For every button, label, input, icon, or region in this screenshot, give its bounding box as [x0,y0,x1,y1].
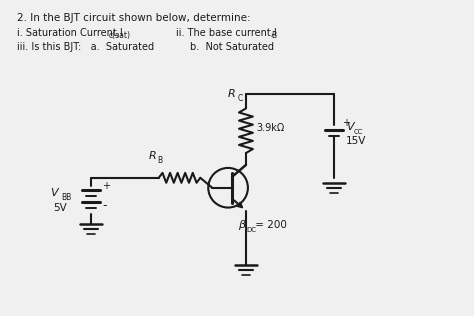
Text: 2. In the BJT circuit shown below, determine:: 2. In the BJT circuit shown below, deter… [17,13,251,23]
Text: ii. The base current,I: ii. The base current,I [175,28,276,38]
Text: β: β [238,220,245,230]
Text: -: - [102,199,107,212]
Text: = 200: = 200 [252,220,287,230]
Text: DC: DC [246,227,256,233]
Text: +: + [342,118,350,128]
Text: V: V [346,122,354,132]
Text: 15V: 15V [346,136,366,146]
Text: R: R [228,88,236,99]
Text: i. Saturation Current,I: i. Saturation Current,I [17,28,123,38]
Text: iii. Is this BJT:   a.  Saturated: iii. Is this BJT: a. Saturated [17,42,154,52]
Text: +: + [102,181,110,191]
Text: b.  Not Saturated: b. Not Saturated [191,42,274,52]
Text: B: B [158,156,163,166]
Text: 5V: 5V [54,203,67,213]
Text: R: R [149,151,156,161]
Text: C: C [238,94,243,103]
Text: V: V [50,188,57,198]
Text: CC: CC [354,129,364,135]
Text: BB: BB [62,193,72,202]
Text: B: B [272,31,277,40]
Text: c(sat): c(sat) [108,31,130,40]
Text: 3.9kΩ: 3.9kΩ [256,123,284,133]
